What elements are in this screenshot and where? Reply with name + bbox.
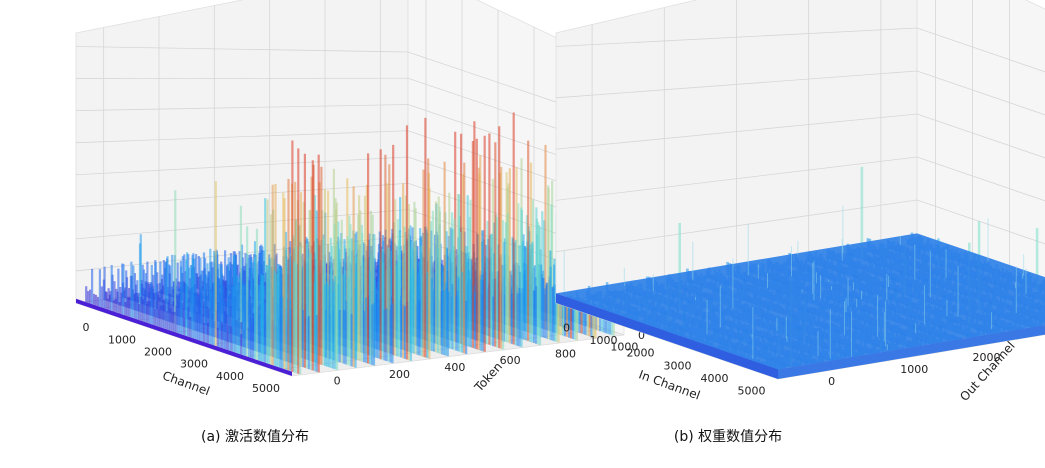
x-axis-label: In Channel — [637, 367, 702, 402]
gridline-z — [555, 70, 1045, 116]
x-tick-label: 1000 — [590, 334, 618, 347]
x-tick-label: 4000 — [701, 372, 729, 385]
gridline-z — [555, 27, 1045, 73]
weight-surface-side — [778, 324, 1045, 379]
y-axis-label: Out Channel — [957, 339, 1017, 404]
y-tick-label: 800 — [555, 347, 576, 360]
data-bars — [556, 166, 1045, 379]
y-axis-label: Token — [471, 359, 505, 394]
x-tick-label: 0 — [563, 321, 570, 334]
x-tick-label: 2000 — [627, 347, 655, 360]
x-tick-label: 0 — [83, 321, 90, 334]
x-tick-label: 5000 — [252, 382, 280, 395]
x-tick-label: 3000 — [180, 358, 208, 371]
back-pane-right — [916, 0, 1045, 288]
gridline-z — [555, 156, 1045, 202]
weight-surface — [556, 233, 1045, 370]
gridline-z — [555, 199, 1045, 253]
gridline-z — [75, 104, 625, 178]
z-tick-label: 0 — [638, 329, 645, 342]
x-tick-label: 1000 — [108, 333, 136, 346]
y-tick-label: 1000 — [900, 363, 928, 376]
y-tick-label: 0 — [828, 375, 835, 388]
gridline-z — [75, 77, 625, 152]
y-tick-label: 1000 — [610, 340, 638, 353]
x-tick-label: 3000 — [664, 359, 692, 372]
weight-surface-front — [556, 293, 778, 379]
y-tick-label: 2000 — [973, 351, 1001, 364]
y-tick-label: 0 — [334, 375, 341, 388]
x-axis-label: Channel — [161, 368, 212, 398]
y-tick-label: 600 — [500, 354, 521, 367]
chart-caption: (b) 权重数值分布 — [674, 429, 782, 445]
y-tick-label: 400 — [444, 361, 465, 374]
chart-caption: (a) 激活数值分布 — [201, 428, 309, 445]
activation-base-band — [76, 298, 292, 376]
gridline-z — [555, 113, 1045, 159]
x-tick-label: 4000 — [216, 370, 244, 383]
x-tick-label: 5000 — [738, 385, 766, 398]
gridline-z — [75, 46, 625, 126]
y-tick-label: 200 — [389, 368, 410, 381]
x-tick-label: 2000 — [144, 345, 172, 358]
